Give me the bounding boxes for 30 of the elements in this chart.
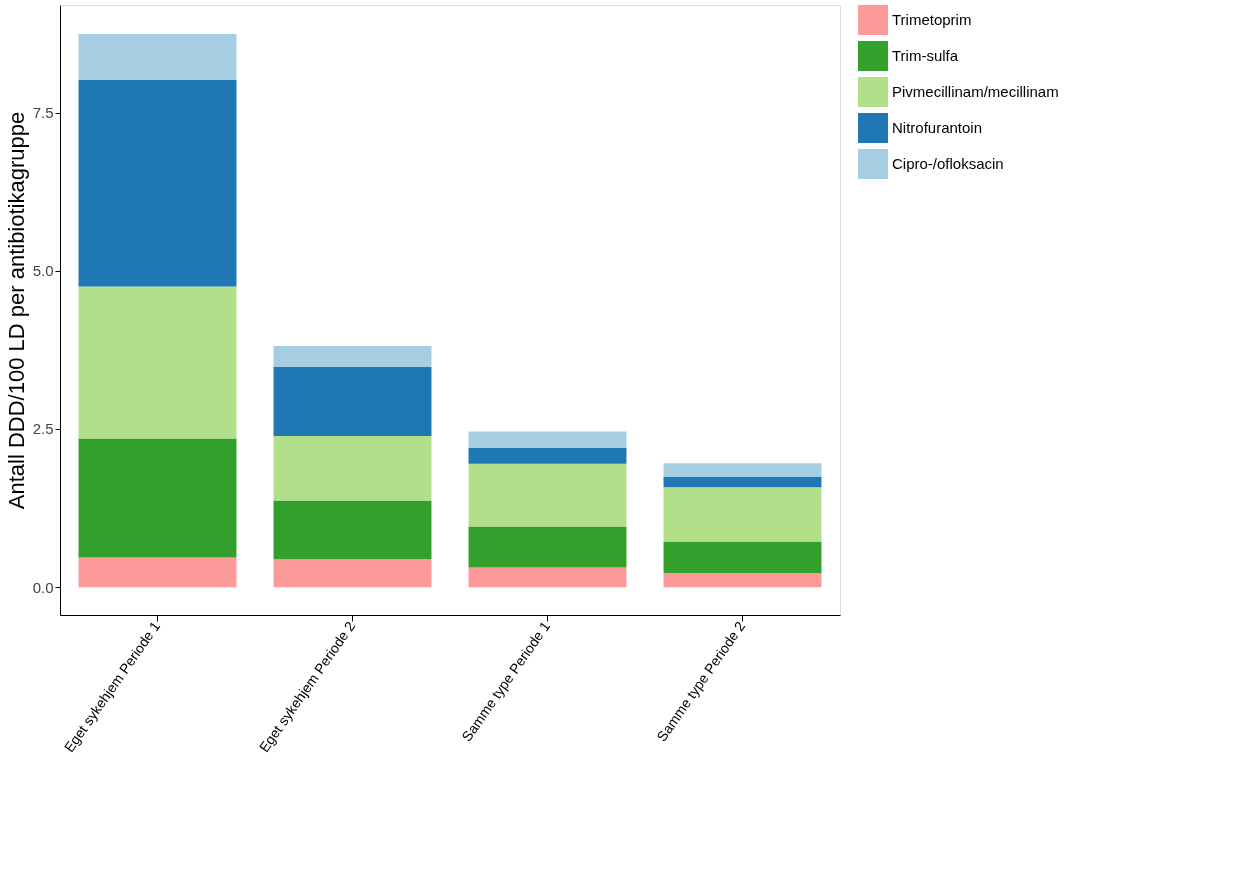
- bar: [273, 500, 432, 560]
- bar: [468, 447, 627, 464]
- bar: [78, 286, 237, 439]
- bar: [663, 463, 822, 478]
- y-tick-label: 7.5: [32, 104, 54, 122]
- bar: [273, 366, 432, 436]
- bar: [663, 573, 822, 588]
- legend-label: Trimetoprim: [892, 11, 972, 28]
- bar: [468, 463, 627, 527]
- y-tick-label: 0.0: [32, 578, 54, 596]
- bar: [663, 487, 822, 542]
- bar: [468, 431, 627, 448]
- bar: [663, 541, 822, 574]
- legend-label: Nitrofurantoin: [892, 119, 983, 136]
- legend-label: Trim-sulfa: [892, 47, 959, 64]
- bar: [78, 557, 237, 588]
- y-tick-label: 2.5: [32, 420, 54, 438]
- legend-label: Pivmecillinam/mecillinam: [892, 83, 1059, 100]
- bar: [78, 438, 237, 558]
- bar: [468, 526, 627, 568]
- bar: [78, 34, 237, 80]
- bar: [273, 346, 432, 367]
- y-tick-label: 5.0: [32, 262, 54, 280]
- bar: [273, 435, 432, 501]
- bar: [468, 567, 627, 588]
- y-axis-title: Antall DDD/100 LD per antibiotikagruppe: [3, 111, 29, 510]
- bar: [663, 477, 822, 488]
- legend-label: Cipro-/ofloksacin: [892, 155, 1004, 172]
- bar: [273, 559, 432, 588]
- bar: [78, 79, 237, 287]
